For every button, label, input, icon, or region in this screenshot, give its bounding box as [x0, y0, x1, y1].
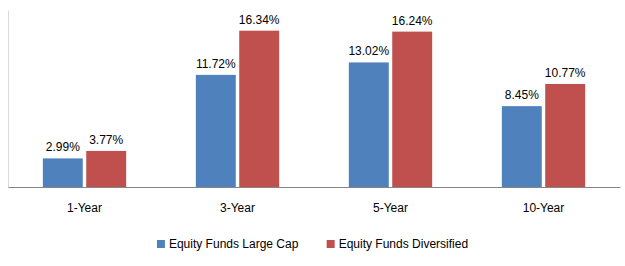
data-label: 13.02% [348, 44, 389, 58]
bar [43, 158, 83, 187]
x-axis-line [9, 187, 621, 188]
x-tick-label: 1-Year [67, 201, 102, 215]
legend-item: Equity Funds Large Cap [157, 237, 299, 251]
y-axis-line [8, 11, 9, 188]
x-tick: 10-Year [523, 187, 565, 215]
data-label: 16.24% [392, 14, 433, 28]
legend-item: Equity Funds Diversified [327, 237, 468, 251]
bars [43, 31, 585, 187]
chart: 1-Year 3-Year 5-Year 10-Year 2.99% 11.72% 13.0… [0, 0, 625, 266]
x-axis: 1-Year 3-Year 5-Year 10-Year [9, 187, 621, 215]
plot: 1-Year 3-Year 5-Year 10-Year 2.99% 11.72% 13.0… [9, 11, 621, 215]
x-tick: 3-Year [220, 187, 255, 215]
data-labels: 2.99% 11.72% 13.02% 8.45% 3.77% 16.34% 16.24% 1… [46, 13, 586, 155]
legend-label: Equity Funds Large Cap [169, 237, 299, 251]
legend: Equity Funds Large Cap Equity Funds Diver… [157, 237, 468, 251]
legend-swatch [157, 240, 165, 248]
bar [545, 84, 585, 187]
data-label: 8.45% [505, 88, 539, 102]
data-label: 2.99% [46, 140, 80, 154]
bar [349, 62, 389, 187]
data-label: 10.77% [545, 66, 586, 80]
bar [239, 31, 279, 187]
x-tick-label: 10-Year [523, 201, 565, 215]
bar [502, 106, 542, 187]
data-label: 16.34% [239, 13, 280, 27]
data-label: 3.77% [89, 133, 123, 147]
legend-swatch [327, 240, 335, 248]
x-tick: 5-Year [373, 187, 408, 215]
data-label: 11.72% [196, 57, 236, 71]
y-axis [8, 11, 9, 188]
bar [196, 75, 236, 187]
x-tick-label: 5-Year [373, 201, 408, 215]
bar [86, 151, 126, 187]
legend-label: Equity Funds Diversified [339, 237, 468, 251]
x-tick: 1-Year [67, 187, 102, 215]
bar [392, 32, 432, 187]
x-tick-label: 3-Year [220, 201, 255, 215]
